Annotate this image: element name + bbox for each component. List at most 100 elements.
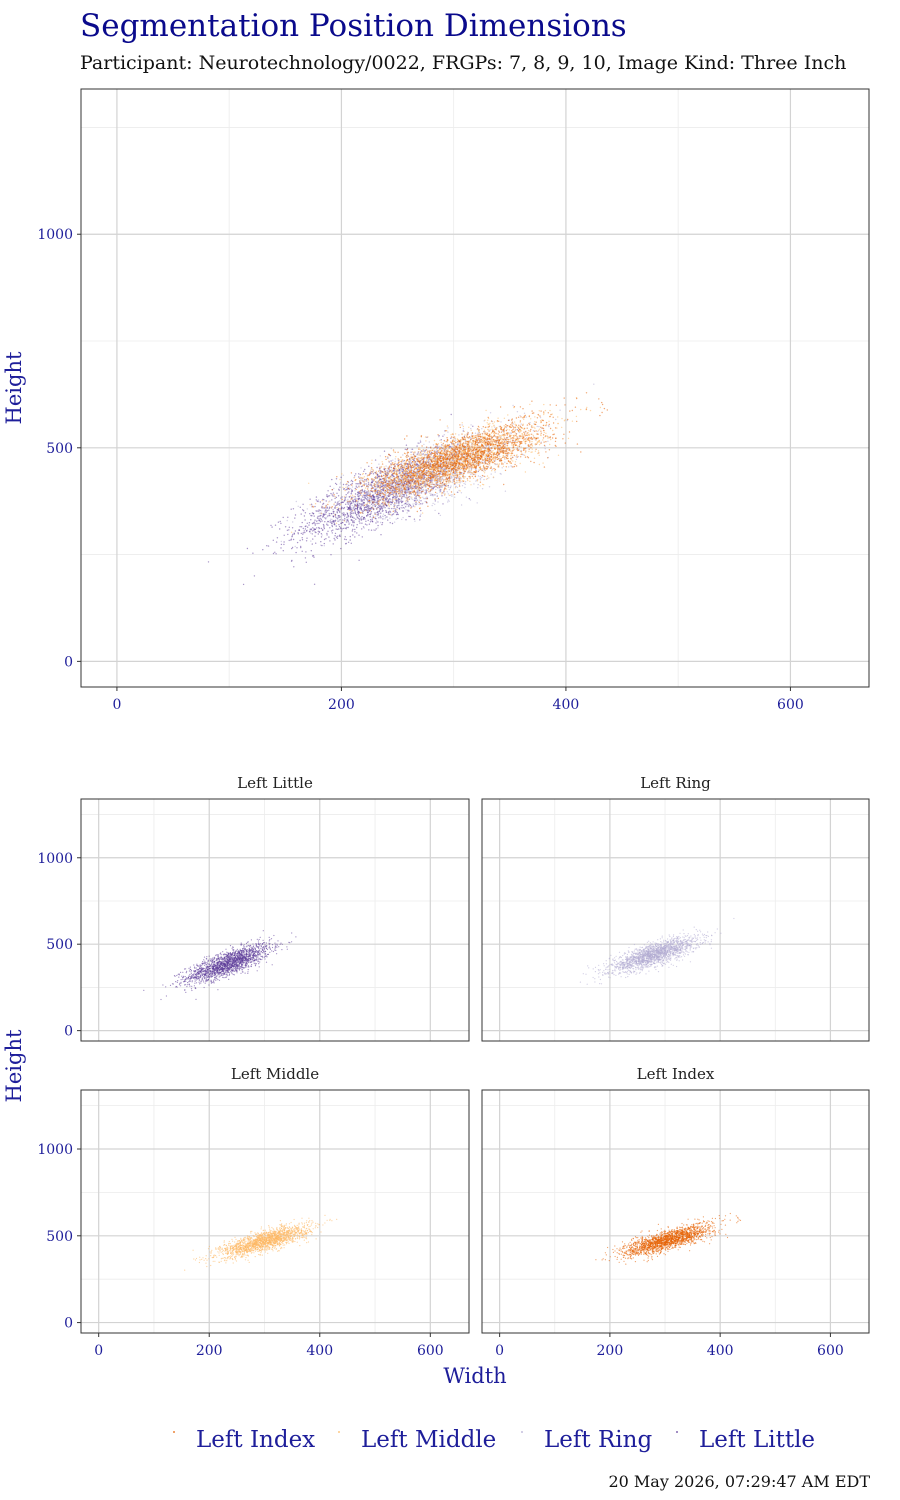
data-point: [512, 423, 514, 425]
data-point: [503, 425, 505, 427]
data-point: [370, 510, 373, 513]
data-point: [405, 506, 407, 508]
data-point: [350, 542, 352, 544]
data-point: [356, 514, 358, 516]
data-point: [456, 491, 458, 493]
data-point: [354, 536, 356, 538]
data-point: [334, 514, 336, 516]
data-point: [295, 551, 297, 554]
data-point: [327, 520, 329, 523]
data-point: [388, 505, 391, 507]
data-point: [437, 447, 439, 449]
data-point: [394, 460, 396, 463]
data-point: [334, 496, 336, 498]
data-point: [457, 443, 460, 445]
data-point: [432, 448, 435, 450]
data-point: [389, 489, 391, 491]
data-point: [339, 519, 341, 521]
data-point: [363, 470, 365, 472]
data-point: [331, 494, 333, 496]
data-point: [373, 493, 375, 496]
data-point: [537, 450, 540, 452]
data-point: [354, 528, 356, 531]
data-point: [359, 480, 361, 482]
data-point: [328, 509, 330, 511]
data-point: [380, 483, 382, 485]
data-point: [296, 547, 298, 549]
data-point: [407, 501, 409, 503]
data-point: [373, 504, 375, 506]
data-point: [437, 443, 440, 445]
data-point: [349, 539, 351, 541]
data-point: [527, 429, 530, 432]
data-point: [512, 460, 514, 462]
data-point: [458, 484, 461, 486]
data-point: [398, 472, 400, 474]
data-point: [387, 472, 390, 475]
data-point: [431, 487, 433, 490]
data-point: [356, 532, 358, 534]
data-point: [383, 474, 386, 477]
data-point: [447, 499, 449, 501]
data-point: [508, 466, 510, 468]
data-point: [455, 474, 457, 476]
data-point: [346, 485, 349, 488]
data-point: [479, 477, 482, 480]
data-point: [378, 476, 380, 478]
data-point: [358, 514, 360, 516]
data-point: [430, 483, 432, 486]
data-point: [514, 432, 517, 434]
data-point: [347, 498, 349, 501]
data-point: [459, 490, 461, 492]
data-point: [530, 418, 532, 420]
data-point: [407, 492, 409, 494]
data-point: [502, 465, 505, 468]
data-point: [464, 481, 467, 483]
data-point: [408, 462, 410, 464]
data-point: [284, 526, 287, 528]
data-point: [401, 484, 403, 486]
data-point: [513, 421, 516, 423]
data-point: [341, 473, 343, 475]
data-point: [326, 524, 328, 526]
data-point: [402, 454, 404, 456]
data-point: [377, 480, 380, 482]
data-point: [323, 507, 326, 509]
data-point: [349, 512, 351, 514]
data-point: [325, 511, 327, 514]
data-point: [334, 497, 336, 500]
data-point: [345, 482, 348, 485]
data-point: [366, 490, 368, 493]
data-point: [324, 509, 327, 512]
data-point: [476, 502, 478, 504]
data-point: [375, 470, 378, 473]
data-point: [392, 498, 394, 501]
data-point: [364, 518, 366, 520]
data-point: [317, 517, 319, 519]
data-point: [394, 498, 396, 500]
data-point: [363, 489, 366, 491]
data-point: [406, 485, 408, 487]
data-point: [384, 507, 386, 509]
data-point: [391, 493, 393, 496]
data-point: [334, 535, 336, 537]
data-point: [320, 517, 322, 520]
data-point: [294, 517, 296, 519]
data-point: [556, 427, 558, 429]
data-point: [340, 506, 343, 508]
data-point: [365, 503, 367, 506]
data-point: [334, 532, 337, 535]
data-point: [469, 471, 471, 473]
data-point: [353, 521, 355, 524]
data-point: [547, 437, 549, 439]
data-point: [350, 493, 352, 495]
data-point: [365, 520, 367, 522]
data-point: [417, 442, 419, 444]
data-point: [323, 525, 325, 527]
data-point: [381, 490, 383, 492]
data-point: [391, 522, 394, 525]
data-point: [417, 464, 419, 466]
data-point: [352, 534, 354, 536]
data-point: [544, 409, 547, 412]
data-point: [505, 444, 507, 446]
